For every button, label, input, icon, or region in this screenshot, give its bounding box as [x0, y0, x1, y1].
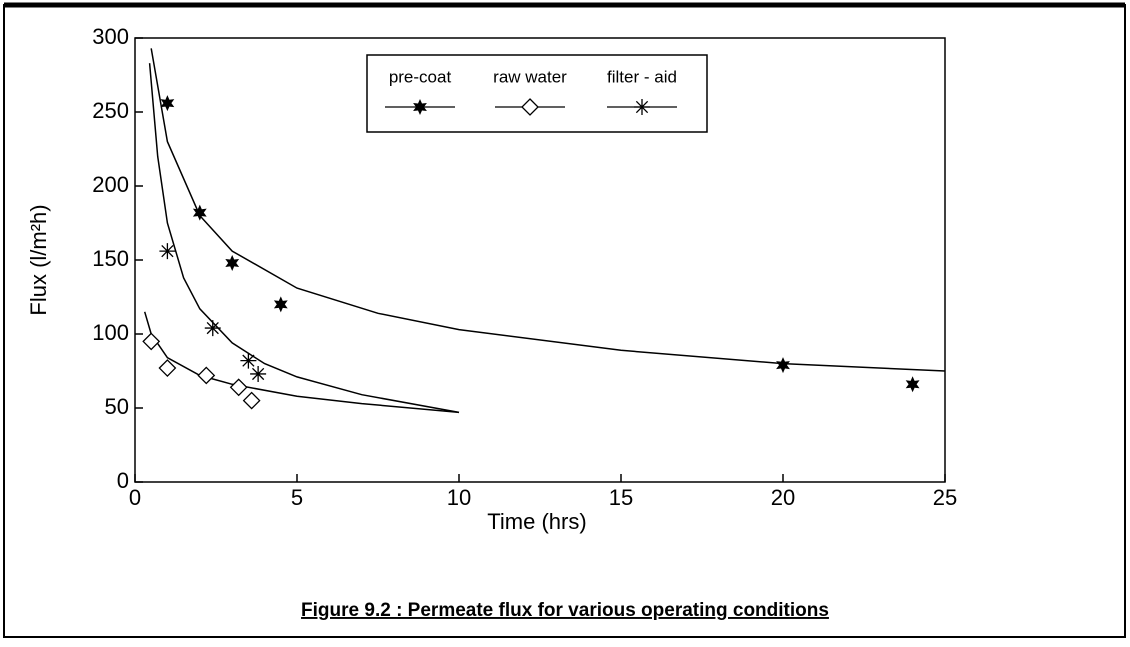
x-axis-label: Time (hrs): [487, 509, 586, 534]
x-tick-label: 0: [129, 485, 141, 510]
asterisk-marker: [204, 320, 221, 337]
y-tick-label: 200: [92, 172, 129, 197]
star-marker: [192, 204, 207, 221]
y-tick-label: 150: [92, 246, 129, 271]
x-tick-label: 15: [609, 485, 633, 510]
star-marker: [273, 296, 288, 313]
legend-box: [366, 54, 708, 133]
asterisk-marker: [634, 99, 650, 115]
legend-label: filter - aid: [607, 67, 677, 86]
y-axis-label: Flux (l/m²h): [26, 204, 51, 315]
asterisk-marker: [240, 352, 257, 369]
caption: Figure 9.2 : Permeate flux for various o…: [301, 600, 829, 621]
star-marker: [776, 357, 790, 374]
x-tick-label: 5: [291, 485, 303, 510]
star-marker: [413, 99, 427, 115]
y-tick-label: 50: [105, 394, 129, 419]
x-tick-label: 25: [933, 485, 957, 510]
y-tick-label: 100: [92, 320, 129, 345]
diamond-marker: [142, 332, 161, 351]
diamond-marker: [521, 98, 539, 116]
asterisk-marker: [159, 243, 176, 260]
diamond-marker: [197, 366, 216, 385]
y-tick-label: 300: [92, 24, 129, 49]
x-tick-label: 20: [771, 485, 795, 510]
x-tick-label: 10: [447, 485, 471, 510]
y-tick-label: 250: [92, 98, 129, 123]
star-marker: [160, 95, 175, 112]
diamond-marker: [229, 378, 248, 397]
fit-curve: [150, 48, 946, 372]
diamond-marker: [158, 359, 177, 377]
fit-curve: [143, 311, 460, 414]
diamond-marker: [242, 391, 261, 410]
star-marker: [225, 255, 240, 271]
y-tick-label: 0: [117, 468, 129, 493]
asterisk-marker: [250, 365, 267, 382]
legend-label: pre-coat: [389, 67, 452, 86]
legend-label: raw water: [493, 67, 567, 86]
fit-curve: [148, 63, 460, 414]
star-marker: [905, 376, 920, 393]
